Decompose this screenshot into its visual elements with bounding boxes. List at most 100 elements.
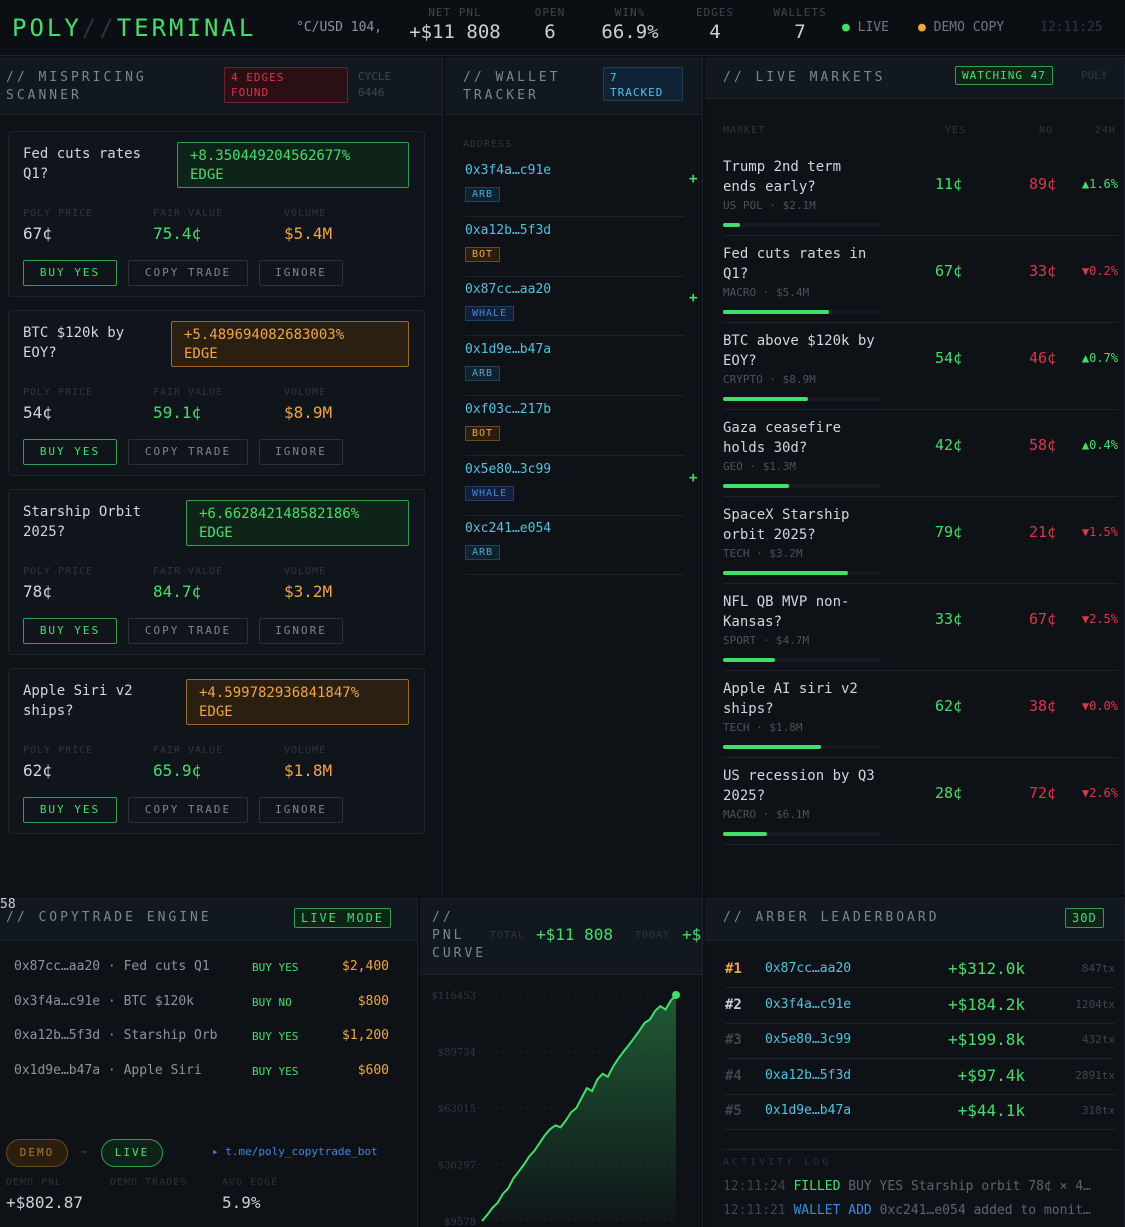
demo-copy-indicator: ● DEMO COPY: [918, 20, 1005, 35]
trade-amount: $800: [357, 993, 389, 1009]
wallet-address[interactable]: 0x5e80…3c99: [465, 461, 552, 477]
market-row[interactable]: US recession by Q3 2025? MACRO · $6.1M 28¢…: [723, 758, 1118, 845]
wallet-address[interactable]: 0x5e80…3c99: [765, 1032, 852, 1047]
panel-title: // PNL CURVE: [432, 910, 487, 961]
live-indicator: ● LIVE: [842, 20, 889, 35]
field-label: POLY PRICE: [23, 566, 94, 577]
market-row[interactable]: Gaza ceasefire holds 30d? GEO · $1.3M 42¢ 5…: [723, 410, 1118, 497]
wallet-address[interactable]: 0x1d9e…b47a: [465, 342, 552, 358]
wallet-address[interactable]: 0xc241…e054: [465, 521, 552, 537]
market-row[interactable]: NFL QB MVP non-Kansas? SPORT · $4.7M 33¢ 67…: [723, 584, 1118, 671]
market-question: Gaza ceasefire holds 30d?: [723, 420, 842, 456]
copy-trade-button[interactable]: COPY TRADE: [128, 439, 248, 465]
field-label: FAIR VALUE: [153, 566, 224, 577]
leaderboard-row[interactable]: #1 0x87cc…aa20 +$312.0k 847tx: [725, 953, 1115, 988]
rank: #3: [725, 1032, 742, 1048]
wallet-row[interactable]: 0x3f4a…c91e ARB +: [465, 157, 697, 217]
wallet-row[interactable]: 0x1d9e…b47a ARB: [465, 336, 685, 397]
rank: #1: [725, 961, 742, 977]
demo-mode-toggle[interactable]: DEMO: [6, 1139, 68, 1167]
edge-card: Starship Orbit 2025? +6.662842148582186%…: [8, 489, 425, 655]
log-message: 0xc241…e054 added to monit…: [879, 1203, 1091, 1218]
trade-amount: $2,400: [342, 959, 389, 974]
wallet-address[interactable]: 0x87cc…aa20: [765, 961, 852, 976]
leaderboard-row[interactable]: #3 0x5e80…3c99 +$199.8k 432tx: [725, 1024, 1115, 1059]
wallet-row[interactable]: 0xf03c…217b BOT: [465, 396, 685, 456]
buy-yes-button[interactable]: BUY YES: [23, 618, 117, 644]
wallet-address[interactable]: 0xa12b…5f3d: [465, 222, 552, 238]
market-question: NFL QB MVP non-Kansas?: [723, 594, 850, 630]
ignore-button[interactable]: IGNORE: [259, 439, 343, 465]
tracked-badge: 7 TRACKED: [603, 67, 683, 101]
field-label: POLY PRICE: [23, 387, 94, 398]
change-24h: ▼0.0%: [1081, 699, 1118, 713]
market-row[interactable]: Apple AI siri v2 ships? TECH · $1.8M 62¢ 38…: [723, 671, 1118, 758]
field-label: VOLUME: [284, 745, 327, 756]
wallet-tracker-panel: // WALLET TRACKER 7 TRACKED ADDRESS 0x3f…: [445, 57, 703, 895]
buy-yes-button[interactable]: BUY YES: [23, 797, 117, 823]
wallet-type-tag: ARB: [465, 187, 501, 202]
market-row[interactable]: Trump 2nd term ends early? US POL · $2.1M…: [723, 149, 1118, 236]
change-24h: ▼1.5%: [1081, 525, 1118, 539]
pnl-curve-panel: // PNL CURVE TOTAL +$11 808 TODAY +$ $11…: [420, 897, 703, 1227]
wallet-row[interactable]: 0x87cc…aa20 WHALE +: [465, 276, 697, 337]
market-row[interactable]: Fed cuts rates in Q1? MACRO · $5.4M 67¢ 33¢…: [723, 236, 1118, 323]
change-24h: ▼0.2%: [1081, 264, 1118, 278]
watching-badge: WATCHING 47: [955, 66, 1053, 85]
volume: $3.2M: [284, 582, 333, 601]
buy-yes-button[interactable]: BUY YES: [23, 439, 117, 465]
wallet-address[interactable]: 0x3f4a…c91e: [765, 996, 852, 1012]
live-mode-toggle[interactable]: LIVE: [101, 1139, 163, 1167]
telegram-bot-link[interactable]: ▸ t.me/poly_copytrade_bot: [212, 1145, 378, 1158]
wallet-address[interactable]: 0xf03c…217b: [465, 401, 552, 417]
poly-price: 78¢: [23, 582, 52, 601]
activity-log-title: ACTIVITY LOG: [723, 1157, 832, 1168]
buy-yes-button[interactable]: BUY YES: [23, 260, 117, 286]
no-price: 46¢: [1029, 349, 1057, 367]
leaderboard-row[interactable]: #5 0x1d9e…b47a +$44.1k 318tx: [725, 1095, 1115, 1130]
tx-count: 432tx: [1081, 1033, 1115, 1046]
copy-trade-button[interactable]: COPY TRADE: [128, 797, 248, 823]
change-24h: ▲0.7%: [1081, 351, 1118, 365]
ignore-button[interactable]: IGNORE: [259, 797, 343, 823]
log-message: BUY YES Starship orbit 78¢ × 4…: [848, 1179, 1091, 1194]
wallet-row[interactable]: 0xa12b…5f3d BOT: [465, 217, 685, 277]
arber-pnl: +$199.8k: [947, 1030, 1025, 1049]
panel-title: // WALLET TRACKER: [463, 70, 561, 103]
wallet-address[interactable]: 0x87cc…aa20: [465, 282, 552, 298]
poly-price: 62¢: [23, 761, 52, 780]
stat-label: AVG EDGE: [222, 1177, 279, 1188]
trade-description: 0x1d9e…b47a · Apple Siri: [14, 1062, 202, 1078]
wallet-address[interactable]: 0xa12b…5f3d: [765, 1067, 852, 1083]
wallet-row[interactable]: 0x5e80…3c99 WHALE +: [465, 456, 697, 516]
stat-win: WIN% 66.9%: [601, 6, 659, 43]
log-time: 12:11:21: [723, 1203, 786, 1218]
yes-price: 42¢: [935, 436, 963, 454]
leaderboard-row[interactable]: #2 0x3f4a…c91e +$184.2k 1204tx: [725, 989, 1115, 1024]
no-price: 33¢: [1029, 262, 1057, 280]
stat-value: 58: [0, 897, 16, 912]
copytrade-engine-panel: // COPYTRADE ENGINE LIVE MODE 0x87cc…aa2…: [0, 897, 418, 1227]
wallet-address[interactable]: 0x3f4a…c91e: [465, 163, 552, 178]
total-pnl: +$11 808: [536, 925, 614, 944]
yes-price: 33¢: [935, 610, 963, 628]
arber-pnl: +$44.1k: [957, 1101, 1025, 1120]
market-row[interactable]: BTC above $120k by EOY? CRYPTO · $8.9M 54¢…: [723, 323, 1118, 410]
volume: $1.8M: [284, 761, 333, 780]
copy-trade-button[interactable]: COPY TRADE: [128, 260, 248, 286]
ignore-button[interactable]: IGNORE: [259, 618, 343, 644]
fair-value: 59.1¢: [153, 403, 202, 422]
market-row[interactable]: SpaceX Starship orbit 2025? TECH · $3.2M 7…: [723, 497, 1118, 584]
leaderboard-row[interactable]: #4 0xa12b…5f3d +$97.4k 2891tx: [725, 1060, 1115, 1095]
trade-amount: $1,200: [342, 1028, 389, 1043]
total-label: TOTAL: [490, 930, 526, 941]
demo-dot-icon: ●: [918, 20, 926, 35]
ignore-button[interactable]: IGNORE: [259, 260, 343, 286]
wallet-type-tag: ARB: [465, 366, 501, 382]
wallet-row[interactable]: 0xc241…e054 ARB: [465, 515, 685, 576]
y-tick-label: $116453: [431, 991, 476, 1002]
wallet-address[interactable]: 0x1d9e…b47a: [765, 1103, 852, 1118]
copy-trade-button[interactable]: COPY TRADE: [128, 618, 248, 644]
period-badge[interactable]: 30D: [1065, 908, 1104, 928]
probability-bar: [723, 223, 881, 227]
